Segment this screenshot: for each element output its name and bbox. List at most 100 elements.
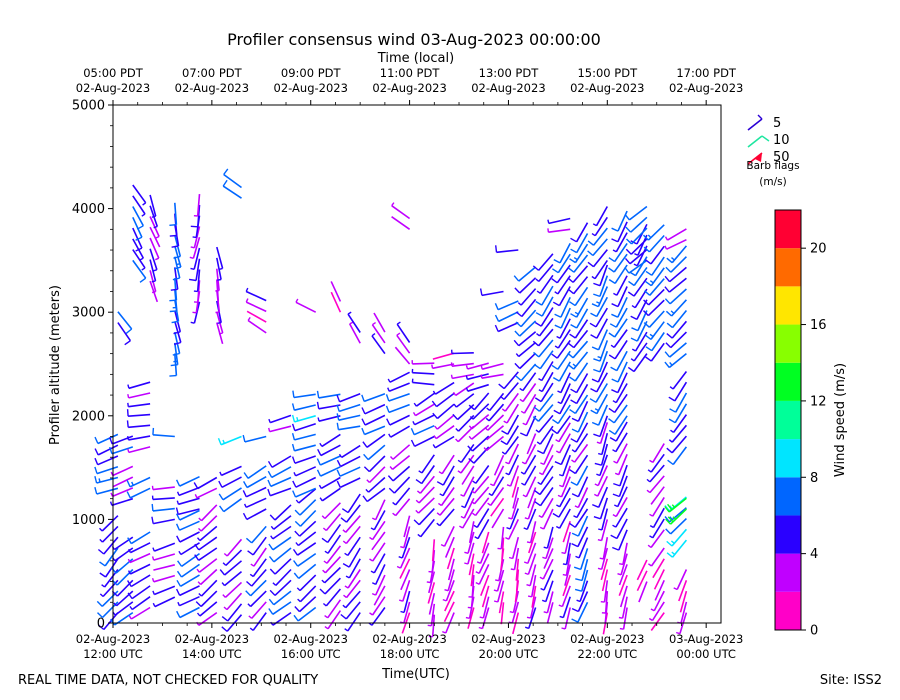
wind-barb (440, 487, 455, 506)
barb-half-tick (245, 287, 249, 292)
wind-barb (402, 580, 411, 602)
wind-barb (442, 476, 455, 497)
wind-barb (577, 591, 589, 612)
barb-tick (217, 438, 222, 446)
barb-half-tick (510, 568, 515, 571)
barb-tick (664, 286, 670, 293)
wind-barb (471, 413, 490, 430)
wind-barb (489, 392, 505, 412)
barb-half-tick (522, 422, 527, 426)
legend-barb-icon (747, 152, 763, 165)
barb-tick (222, 179, 228, 187)
wind-barb (364, 414, 386, 426)
wind-barb (467, 362, 489, 370)
wind-barb (531, 585, 537, 608)
wind-barb (633, 277, 648, 297)
barb-half-tick (369, 536, 374, 541)
wind-barb (179, 475, 200, 487)
wind-barb (539, 476, 554, 495)
barb-half-tick (486, 407, 491, 412)
barb-tick (608, 418, 615, 424)
legend-barb-flag (761, 135, 770, 142)
wind-barb (669, 288, 687, 305)
barb-half-tick (342, 540, 347, 545)
wind-barb (319, 455, 341, 466)
barb-tick (267, 488, 271, 496)
wind-barb (603, 580, 609, 603)
wind-barb (618, 574, 628, 596)
barb-half-tick (631, 348, 636, 352)
wind-barb (500, 602, 505, 625)
legend-barb-pennant (755, 153, 762, 162)
wind-barb (512, 486, 520, 509)
wind-barb (427, 582, 436, 604)
barb-tick (611, 389, 619, 394)
barb-half-tick (338, 453, 343, 458)
wind-barb (506, 414, 520, 435)
wind-barb (558, 487, 571, 508)
barb-half-tick (127, 384, 130, 389)
barb-half-tick (296, 417, 299, 422)
wind-barb (153, 553, 176, 561)
wind-barb (515, 558, 520, 581)
colorbar-bin (775, 210, 801, 249)
wind-barb (481, 531, 490, 554)
wind-barb (413, 424, 435, 436)
barb-tick (218, 480, 223, 488)
barb-half-tick (217, 321, 222, 324)
wind-barb (227, 603, 243, 622)
plot-frame (112, 104, 722, 624)
barb-half-tick (217, 278, 222, 281)
wind-barb (636, 559, 648, 581)
wind-barb (672, 414, 688, 433)
barb-half-tick (101, 584, 106, 588)
barb-tick (643, 299, 650, 306)
wind-barb (541, 371, 554, 392)
barb-tick (175, 507, 179, 515)
wind-barb (601, 433, 609, 455)
barb-tick (495, 245, 498, 253)
wind-barb (538, 339, 554, 358)
wind-barb (179, 585, 200, 597)
barb-tick (319, 588, 326, 595)
wind-barb (501, 537, 505, 560)
barb-half-tick (484, 427, 489, 431)
barb-tick (591, 303, 599, 308)
barb-tick (552, 376, 560, 382)
barb-tick (97, 548, 105, 555)
wind-barb (652, 518, 665, 539)
wind-barb (596, 475, 609, 497)
wind-barb (298, 488, 317, 504)
barb-half-tick (296, 587, 301, 592)
barb-half-tick (438, 471, 443, 475)
barb-tick (292, 490, 297, 498)
barb-half-tick (389, 466, 394, 470)
wind-barb (420, 518, 435, 538)
wind-barb (595, 307, 608, 328)
wind-barb (117, 322, 132, 342)
wind-barb (418, 508, 435, 526)
wind-barb (577, 476, 589, 498)
barb-tick (385, 394, 390, 402)
barb-half-tick (521, 461, 526, 465)
barb-half-tick (400, 610, 405, 614)
barb-half-tick (127, 394, 130, 399)
wind-barb (545, 537, 554, 559)
barb-tick (664, 275, 671, 283)
y-tick-label: 3000 (72, 306, 105, 321)
barb-half-tick (612, 449, 617, 453)
barb-tick (608, 279, 616, 284)
wind-barb (562, 596, 571, 618)
wind-barb (538, 263, 554, 282)
barb-half-tick (221, 582, 226, 587)
wind-barb (545, 580, 554, 602)
wind-barb (525, 404, 537, 426)
barb-tick (294, 530, 301, 537)
wind-barb (614, 318, 628, 338)
barb-half-tick (324, 626, 329, 630)
x-top-tick-label-date: 02-Aug-2023 (372, 81, 446, 95)
wind-barb (601, 569, 609, 592)
wind-barb (299, 520, 317, 537)
wind-barb (149, 237, 160, 259)
barb-half-tick (427, 624, 432, 627)
